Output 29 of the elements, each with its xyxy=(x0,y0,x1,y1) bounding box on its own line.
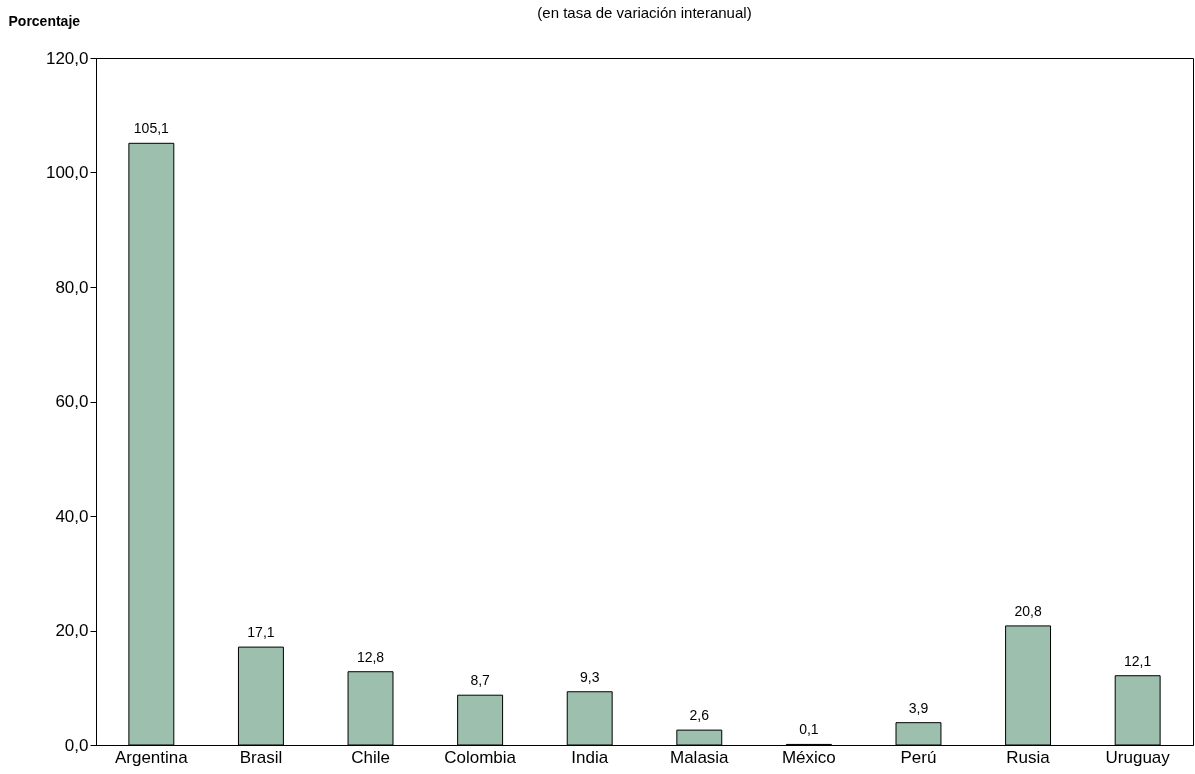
data-label: 0,1 xyxy=(799,721,819,738)
y-tick-label: 100,0 xyxy=(45,163,89,182)
data-label: 105,1 xyxy=(133,120,170,137)
x-tick-label: Brasil xyxy=(239,747,283,767)
x-tick-label: México xyxy=(781,747,836,767)
data-label: 12,1 xyxy=(1124,652,1152,669)
y-tick-label: 60,0 xyxy=(55,392,89,411)
x-tick-label: Rusia xyxy=(1006,747,1051,767)
x-tick-label: Malasia xyxy=(670,747,730,767)
data-label: 3,9 xyxy=(908,699,929,716)
y-tick-label: 120,0 xyxy=(45,48,89,68)
x-tick-label: Chile xyxy=(351,747,390,767)
x-tick-label: Argentina xyxy=(114,747,189,767)
data-label: 20,8 xyxy=(1014,602,1042,619)
x-tick-label: Uruguay xyxy=(1105,747,1171,767)
x-tick-label: Colombia xyxy=(444,747,517,767)
data-label: 17,1 xyxy=(247,624,275,641)
data-label: 9,3 xyxy=(579,668,600,685)
y-tick-label: 0,0 xyxy=(64,735,89,755)
data-label: 2,6 xyxy=(689,707,710,724)
y-tick-label: 40,0 xyxy=(55,506,89,526)
y-tick-label: 20,0 xyxy=(55,621,89,640)
x-tick-label: India xyxy=(571,747,609,767)
x-tick-label: Perú xyxy=(900,747,937,767)
data-label: 8,7 xyxy=(470,672,491,689)
data-label: 12,8 xyxy=(356,648,385,665)
chart-subtitle: (en tasa de variación interanual) xyxy=(537,4,752,21)
y-axis-title: Porcentaje xyxy=(8,12,81,29)
y-tick-label: 80,0 xyxy=(55,277,89,297)
